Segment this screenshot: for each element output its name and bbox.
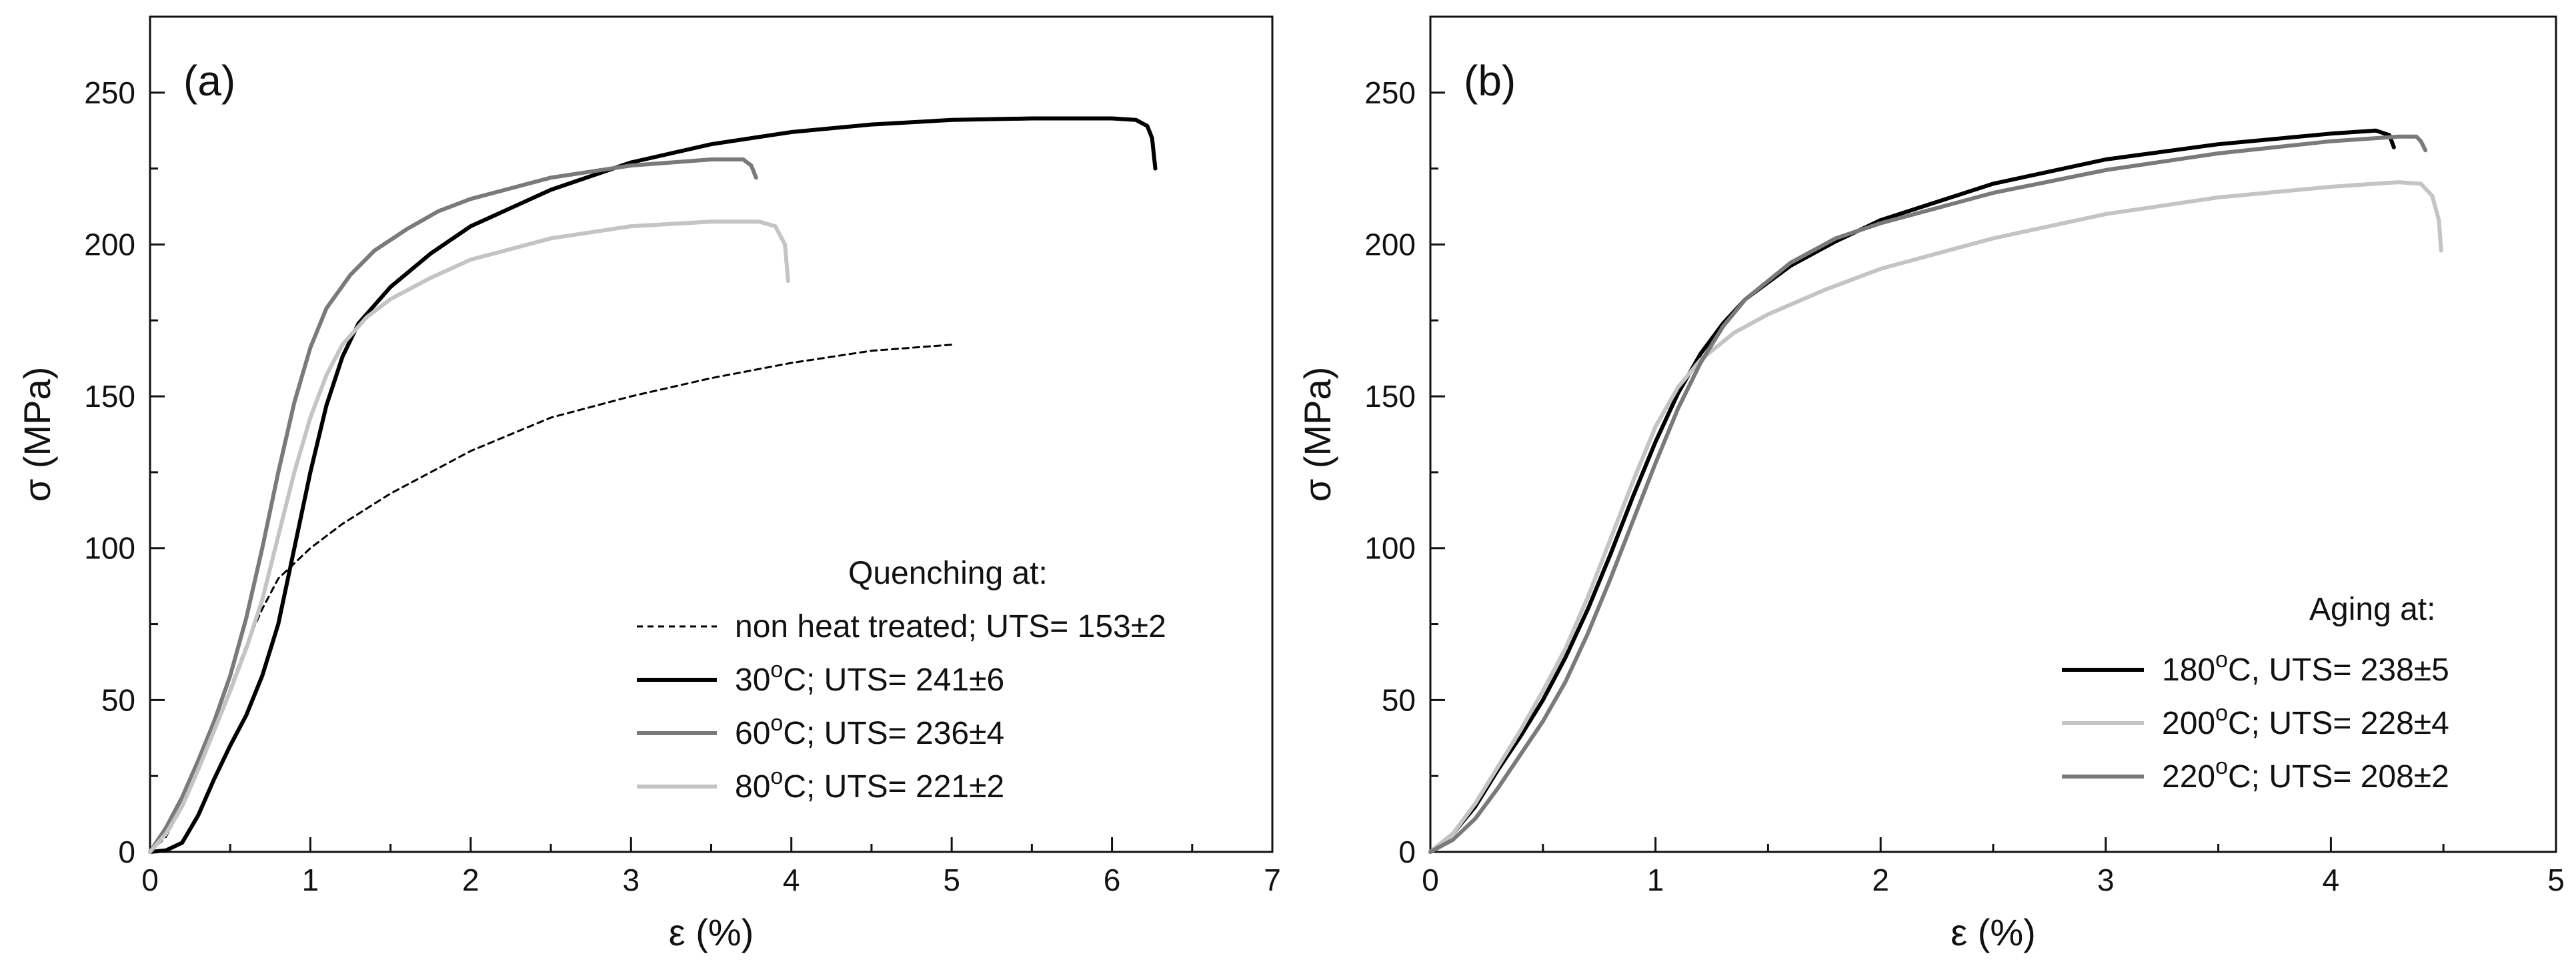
legend-label-main: 30 bbox=[735, 662, 770, 698]
legend-label-superscript: o bbox=[2215, 700, 2228, 726]
legend-label-superscript: o bbox=[770, 710, 783, 736]
x-tick-label: 4 bbox=[783, 863, 800, 897]
legend-label-main: 220 bbox=[2162, 759, 2215, 795]
series-line-a-4 bbox=[148, 219, 790, 854]
panel-label: (b) bbox=[1464, 57, 1516, 105]
x-tick-label: 3 bbox=[2097, 863, 2115, 897]
x-axis-title: ε (%) bbox=[1951, 911, 2036, 953]
legend-label-suffix: C; UTS= 228±4 bbox=[2228, 706, 2449, 741]
series-line-b-2 bbox=[1428, 180, 2443, 854]
panel-label: (a) bbox=[183, 57, 235, 105]
y-tick-label: 250 bbox=[1364, 75, 1416, 110]
x-tick-label: 7 bbox=[1264, 863, 1281, 897]
y-tick-label: 50 bbox=[1382, 682, 1416, 717]
legend-label-suffix: C; UTS= 241±6 bbox=[783, 662, 1004, 698]
y-tick-label: 100 bbox=[84, 531, 135, 566]
series-line-a-2 bbox=[148, 116, 1158, 854]
legend-label: 180oC, UTS= 238±5 bbox=[2162, 647, 2449, 688]
x-tick-label: 3 bbox=[622, 863, 639, 897]
legend-label-main: 80 bbox=[735, 769, 770, 805]
legend-label-main: 180 bbox=[2162, 652, 2215, 688]
legend-label-superscript: o bbox=[2215, 647, 2228, 672]
y-axis-title: σ (MPa) bbox=[16, 367, 58, 502]
legend-label: 30oC; UTS= 241±6 bbox=[735, 657, 1004, 698]
legend-label-main: 60 bbox=[735, 716, 770, 751]
legend-label-suffix: C, UTS= 238±5 bbox=[2228, 652, 2449, 688]
y-tick-label: 0 bbox=[1398, 835, 1416, 869]
series-line-b-1 bbox=[1428, 128, 2396, 854]
chart-panel-a: 0 1 2 3 4 5 6 7 0 50 100 150 200 250 ε (%) σ (MPa) (a) Qu… bbox=[16, 15, 1281, 953]
y-tick-label: 250 bbox=[84, 75, 135, 110]
x-tick-label: 0 bbox=[1422, 863, 1439, 897]
legend-label-main: 200 bbox=[2162, 706, 2215, 741]
y-axis-title: σ (MPa) bbox=[1296, 367, 1338, 502]
legend-label-superscript: o bbox=[2215, 754, 2228, 779]
legend-label-superscript: o bbox=[770, 764, 783, 789]
y-tick-label: 100 bbox=[1364, 531, 1416, 566]
x-tick-label: 0 bbox=[141, 863, 159, 897]
legend-label-suffix: C; UTS= 236±4 bbox=[783, 716, 1004, 751]
x-tick-label: 2 bbox=[462, 863, 479, 897]
legend-title: Aging at: bbox=[2309, 592, 2435, 627]
x-tick-label: 5 bbox=[943, 863, 960, 897]
y-tick-label: 0 bbox=[118, 835, 135, 869]
legend-title: Quenching at: bbox=[848, 556, 1048, 591]
x-tick-label: 4 bbox=[2323, 863, 2340, 897]
legend-label-superscript: o bbox=[770, 657, 783, 682]
legend-label: non heat treated; UTS= 153±2 bbox=[735, 609, 1166, 644]
x-tick-label: 2 bbox=[1872, 863, 1889, 897]
series-line-b-3 bbox=[1428, 134, 2428, 854]
legend-label: 200oC; UTS= 228±4 bbox=[2162, 700, 2449, 741]
x-tick-label: 1 bbox=[1647, 863, 1664, 897]
x-tick-label: 6 bbox=[1104, 863, 1121, 897]
y-tick-label: 150 bbox=[84, 379, 135, 414]
series-line-a-3 bbox=[148, 157, 758, 854]
y-tick-label: 200 bbox=[84, 227, 135, 262]
x-axis-title: ε (%) bbox=[669, 911, 754, 953]
x-tick-label: 1 bbox=[302, 863, 319, 897]
y-tick-label: 200 bbox=[1364, 227, 1416, 262]
x-tick-label: 5 bbox=[2547, 863, 2565, 897]
y-tick-label: 50 bbox=[101, 682, 135, 717]
legend-label-main: non heat treated; UTS= 153±2 bbox=[735, 609, 1166, 644]
y-tick-label: 150 bbox=[1364, 379, 1416, 414]
legend-label: 60oC; UTS= 236±4 bbox=[735, 710, 1004, 751]
legend-label-suffix: C; UTS= 208±2 bbox=[2228, 759, 2449, 795]
legend: Quenching at: non heat treated; UTS= 153±… bbox=[637, 556, 1166, 805]
legend-label: 220oC; UTS= 208±2 bbox=[2162, 754, 2449, 795]
legend-label-suffix: C; UTS= 221±2 bbox=[783, 769, 1004, 805]
legend-label: 80oC; UTS= 221±2 bbox=[735, 764, 1004, 805]
